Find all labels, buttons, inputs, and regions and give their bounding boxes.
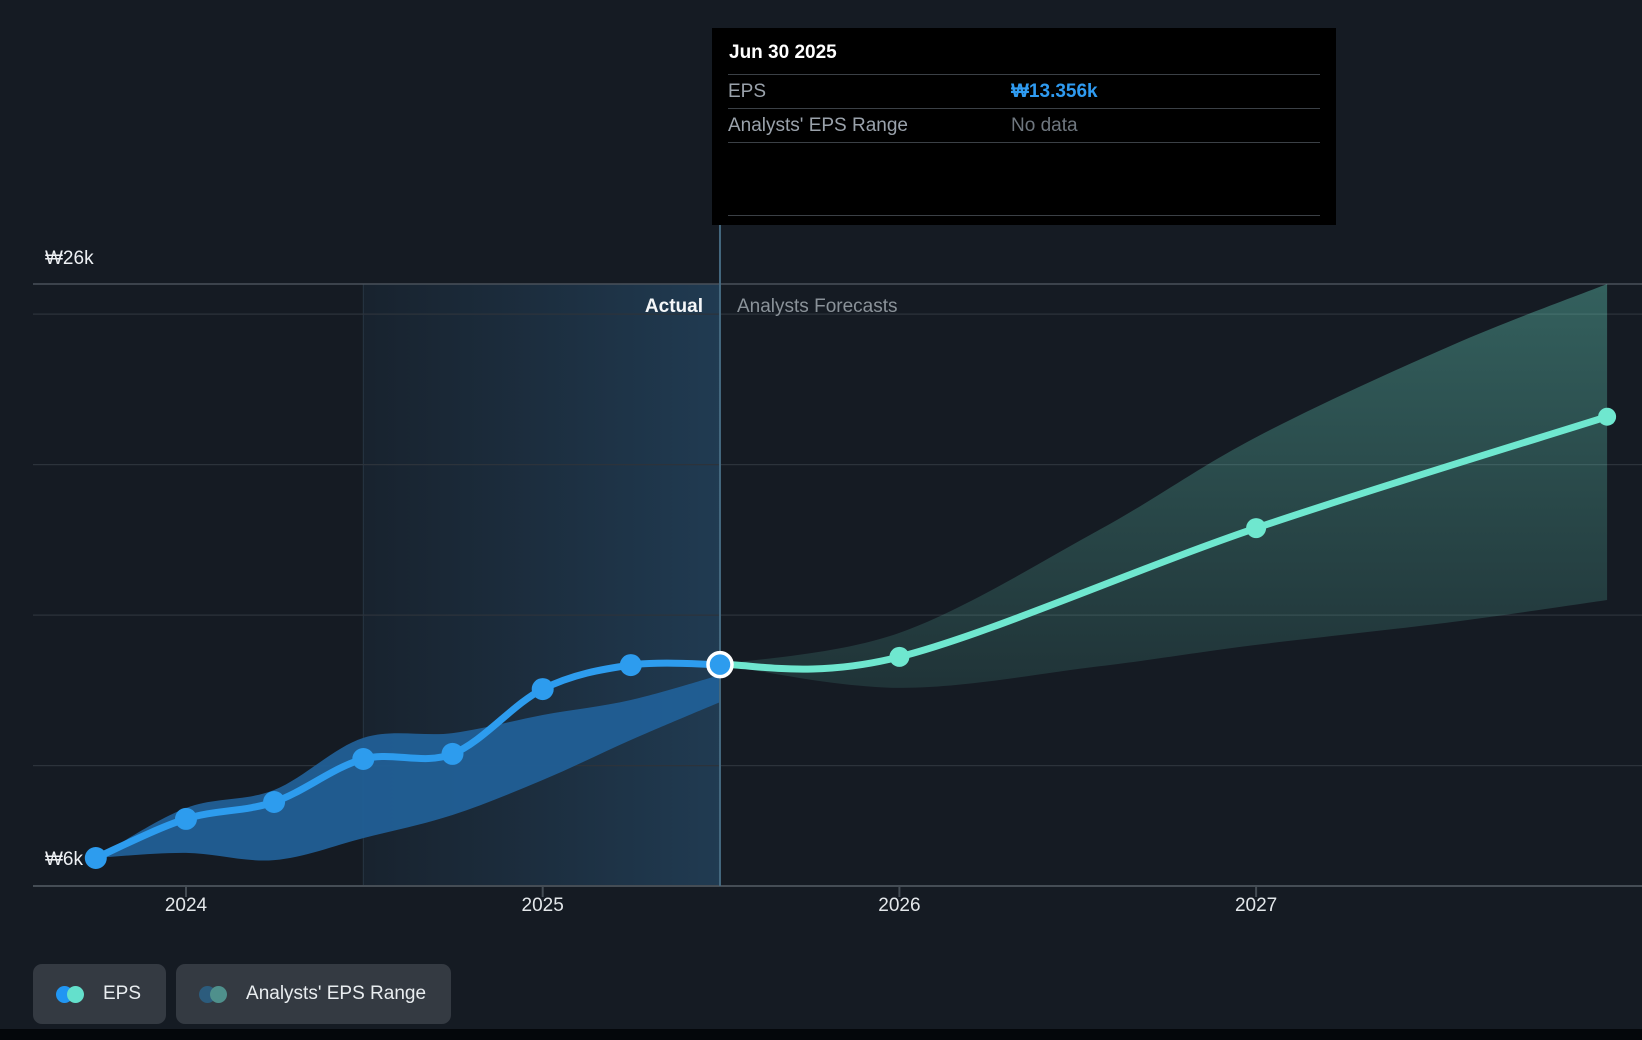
x-axis-year-label: 2027: [1235, 895, 1277, 916]
eps-forecast-data-point[interactable]: [1598, 407, 1617, 426]
tooltip-eps-value: ₩13.356k: [1011, 80, 1098, 102]
actual-section-label: Actual: [645, 296, 703, 317]
tooltip-range-value: No data: [1011, 114, 1078, 136]
forecast-section-label: Analysts Forecasts: [737, 296, 898, 317]
eps-series-icon: [56, 985, 84, 1003]
tooltip-date: Jun 30 2025: [728, 38, 1320, 75]
range-teal-dot-icon: [210, 985, 228, 1003]
chart-legend: EPS Analysts' EPS Range: [33, 964, 452, 1024]
eps-actual-range-band: [95, 675, 721, 861]
tooltip-eps-label: EPS: [728, 80, 767, 102]
tooltip-range-label: Analysts' EPS Range: [728, 114, 908, 136]
eps-actual-data-point[interactable]: [84, 847, 107, 869]
tooltip-row-eps: EPS ₩13.356k: [728, 75, 1320, 109]
chart-layers: 2024 2025 2026 2027: [33, 225, 1642, 916]
selected-data-point[interactable]: [706, 650, 734, 679]
y-axis-max-label: ₩26k: [45, 248, 94, 269]
eps-actual-data-point[interactable]: [352, 748, 375, 770]
bottom-edge-bar: [0, 1029, 1642, 1040]
x-axis-year-label: 2024: [165, 895, 208, 916]
eps-actual-data-point[interactable]: [531, 678, 554, 701]
eps-forecast-data-point[interactable]: [889, 646, 910, 667]
legend-chip-eps[interactable]: EPS: [33, 964, 167, 1024]
eps-actual-line: [92, 659, 724, 862]
analysts-eps-range-band: [719, 284, 1608, 688]
eps-actual-data-point[interactable]: [441, 742, 464, 765]
tooltip-row-range: Analysts' EPS Range No data: [728, 109, 1320, 143]
eps-actual-data-point[interactable]: [263, 791, 286, 813]
tooltip-spacer: [728, 143, 1320, 216]
chart-tooltip: Jun 30 2025 EPS ₩13.356k Analysts' EPS R…: [712, 28, 1336, 225]
eps-forecast-line: [716, 413, 1611, 673]
legend-eps-label: EPS: [103, 983, 142, 1004]
range-series-icon: [199, 985, 228, 1003]
y-axis-min-label: ₩6k: [45, 849, 84, 870]
legend-range-label: Analysts' EPS Range: [246, 983, 427, 1004]
x-axis-year-label: 2025: [522, 895, 564, 916]
eps-forecast-data-point[interactable]: [1246, 518, 1267, 539]
legend-chip-analysts-range[interactable]: Analysts' EPS Range: [176, 964, 452, 1024]
eps-actual-data-point[interactable]: [619, 654, 642, 677]
x-axis-year-label: 2026: [878, 895, 920, 916]
eps-actual-data-point[interactable]: [175, 807, 197, 830]
eps-teal-dot-icon: [67, 985, 84, 1003]
